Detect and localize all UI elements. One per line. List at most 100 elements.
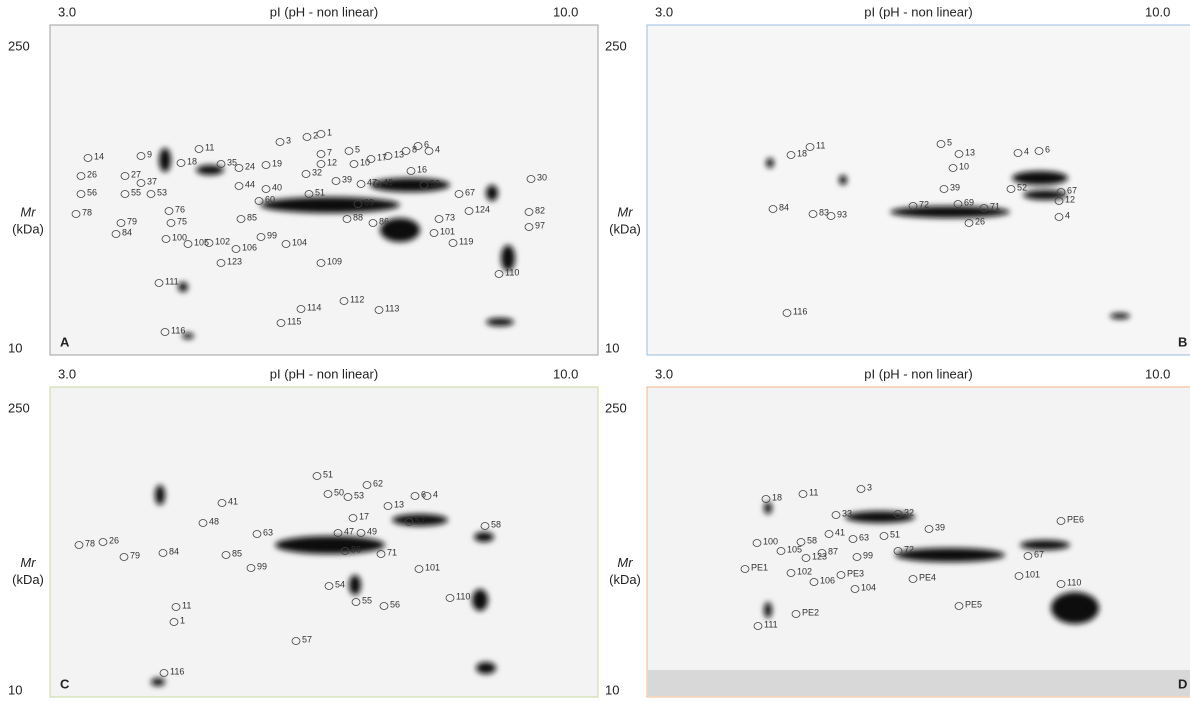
mr-label: Mr — [20, 205, 36, 220]
spot-circle — [342, 215, 352, 223]
spot-label: 111 — [764, 619, 778, 629]
protein-spots — [151, 148, 1130, 686]
spot-label: 116 — [170, 666, 184, 676]
spot-circle — [791, 610, 801, 618]
spot-label: 97 — [535, 220, 545, 230]
spot-circle — [808, 210, 818, 218]
spot-label: 39 — [342, 174, 352, 184]
spot-label: 6 — [1045, 144, 1050, 154]
spot-label: 41 — [835, 527, 845, 537]
spot-circle — [809, 578, 819, 586]
spot-circle — [372, 180, 382, 188]
spot-circle — [964, 219, 974, 227]
mw-max: 250 — [605, 400, 627, 415]
spot-circle — [120, 172, 130, 180]
spot-circle — [164, 207, 174, 215]
spot-label: 11 — [205, 142, 214, 152]
spot-label: 58 — [491, 519, 501, 529]
spot-circle — [414, 565, 424, 573]
spot-label: 33 — [842, 508, 852, 518]
spot-label: 4 — [433, 489, 438, 499]
spot-label: 78 — [82, 207, 92, 217]
spot-label: 37 — [147, 176, 157, 186]
spot-label: 11 — [809, 487, 818, 497]
spot-circle — [159, 669, 169, 677]
ph-min: 3.0 — [58, 366, 76, 381]
spot-circle — [234, 182, 244, 190]
spot-circle — [221, 551, 231, 559]
spot-label: 51 — [323, 469, 333, 479]
spot-circle — [136, 152, 146, 160]
spot-circle — [302, 133, 312, 141]
spot-label: PE3 — [847, 568, 864, 578]
spot-label: 84 — [122, 227, 132, 237]
spot-circle — [936, 140, 946, 148]
spot-label: 71 — [990, 201, 1000, 211]
spot-label: 41 — [228, 496, 238, 506]
spot-circle — [236, 215, 246, 223]
spot-circle — [1023, 552, 1033, 560]
spot-circle — [216, 259, 226, 267]
spot-label: 30 — [537, 172, 547, 182]
spot-circle — [1034, 147, 1044, 155]
spot-circle — [344, 147, 354, 155]
gel-d-shade — [648, 670, 1190, 696]
spot-circle — [401, 147, 411, 155]
spot-label: 73 — [445, 212, 455, 222]
spot-circle — [275, 138, 285, 146]
spot-circle — [826, 212, 836, 220]
spot-label: 1 — [327, 127, 332, 137]
spot-circle — [776, 547, 786, 555]
spot-circle — [424, 147, 434, 155]
spot-label: 14 — [94, 151, 104, 161]
mr-label: Mr — [20, 555, 36, 570]
spot-circle — [323, 490, 333, 498]
spot-label: 16 — [417, 164, 427, 174]
mr-unit: (kDa) — [12, 572, 44, 587]
mw-min: 10 — [8, 682, 22, 697]
mw-max: 250 — [605, 38, 627, 53]
spot-label: 51 — [315, 187, 325, 197]
spot-circle — [445, 594, 455, 602]
spot-circle — [782, 309, 792, 317]
spot-circle — [316, 160, 326, 168]
spot-label: 119 — [459, 236, 473, 246]
spot-label: 48 — [209, 516, 219, 526]
spot-label: 99 — [257, 561, 267, 571]
spot-label: 76 — [175, 204, 185, 214]
spot-label: 116 — [793, 306, 807, 316]
spot-circle — [798, 490, 808, 498]
spot-circle — [831, 511, 841, 519]
spot-circle — [404, 518, 414, 526]
spot-circle — [817, 549, 827, 557]
spot-circle — [480, 522, 490, 530]
gel-b — [646, 24, 1190, 356]
mr-unit: (kDa) — [12, 222, 44, 237]
spot-circle — [413, 142, 423, 150]
spot-circle — [146, 190, 156, 198]
spot-label: 71 — [387, 547, 397, 557]
spot-label: 116 — [171, 325, 185, 335]
mw-min: 10 — [605, 682, 619, 697]
spot-circle — [301, 170, 311, 178]
ph-axis-label: pI (pH - non linear) — [864, 366, 972, 381]
spot-label: 82 — [535, 205, 545, 215]
spot-circle — [948, 164, 958, 172]
spot-circle — [351, 598, 361, 606]
spot-label: 86 — [379, 216, 389, 226]
spot-circle — [312, 472, 322, 480]
mw-max: 250 — [8, 400, 30, 415]
spot-circle — [434, 215, 444, 223]
spot-label: 52 — [430, 178, 440, 188]
spot-circle — [291, 637, 301, 645]
ph-axis-label: pI (pH - non linear) — [270, 4, 378, 19]
spot-circle — [198, 519, 208, 527]
spot-label: 102 — [797, 566, 812, 576]
ph-min: 3.0 — [58, 4, 76, 19]
spot-circle — [343, 493, 353, 501]
spot-label: 2 — [313, 130, 318, 140]
spot-circle — [217, 499, 227, 507]
spot-circle — [353, 200, 363, 208]
spot-circle — [376, 550, 386, 558]
spot-circle — [374, 306, 384, 314]
